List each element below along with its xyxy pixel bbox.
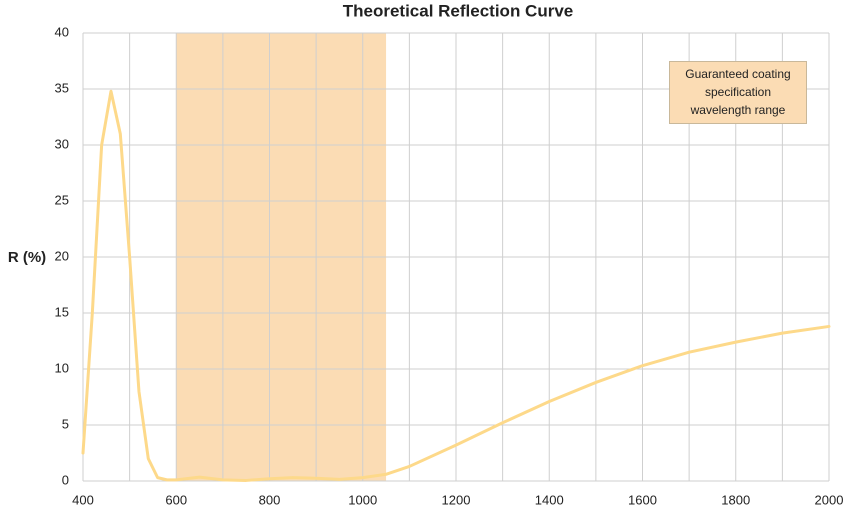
y-tick-label: 10 [55,360,69,375]
y-tick-label: 0 [62,472,69,487]
chart-title: Theoretical Reflection Curve [343,1,574,20]
line-series [81,89,831,482]
x-tick-label: 1800 [721,492,750,507]
y-tick-label: 20 [55,248,69,263]
y-tick-label: 15 [55,304,69,319]
y-tick-label: 5 [62,416,69,431]
x-tick-label: 600 [165,492,187,507]
x-tick-label: 2000 [815,492,844,507]
x-tick-label: 1600 [628,492,657,507]
y-tick-label: 25 [55,192,69,207]
x-tick-label: 400 [72,492,94,507]
y-tick-label: 40 [55,24,69,39]
x-tick-label: 1000 [348,492,377,507]
x-tick-label: 1200 [442,492,471,507]
annotation: Guaranteed coating specification wavelen… [669,61,807,124]
x-tick-label: 1400 [535,492,564,507]
y-axis-label: R (%) [8,249,46,266]
x-tick-label: 800 [259,492,281,507]
y-tick-label: 35 [55,80,69,95]
y-tick-label: 30 [55,136,69,151]
